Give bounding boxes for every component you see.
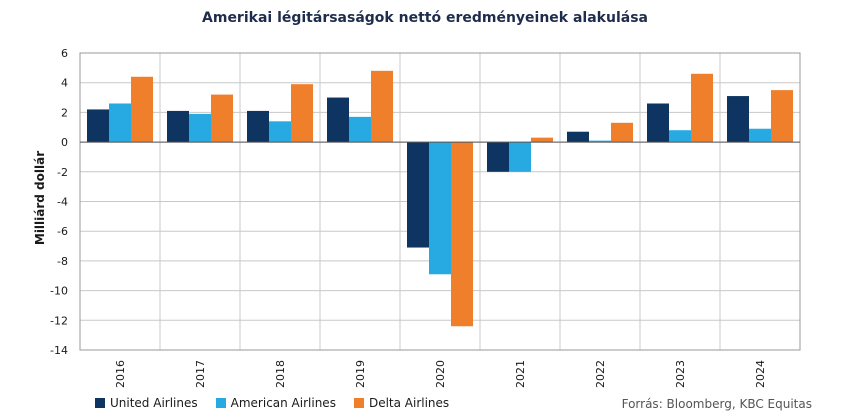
bar-united-airlines	[87, 109, 109, 143]
y-tick-label: 6	[61, 47, 68, 60]
bar-american-airlines	[429, 142, 451, 275]
bar-delta-airlines	[771, 90, 793, 143]
y-tick-label: -4	[57, 196, 68, 209]
bar-united-airlines	[167, 110, 189, 143]
bar-delta-airlines	[451, 142, 473, 327]
bar-american-airlines	[749, 128, 771, 143]
bar-united-airlines	[327, 97, 349, 143]
bar-american-airlines	[189, 113, 211, 143]
y-tick-label: 4	[61, 77, 68, 90]
bar-american-airlines	[109, 103, 131, 143]
bars	[87, 70, 793, 327]
y-tick-label: -14	[50, 344, 68, 357]
chart-title: Amerikai légitársaságok nettó eredményei…	[202, 10, 648, 26]
legend-label-american: American Airlines	[230, 396, 336, 410]
bar-delta-airlines	[611, 122, 633, 143]
x-tick-label: 2016	[114, 360, 127, 388]
bar-american-airlines	[509, 142, 531, 172]
bar-delta-airlines	[371, 70, 393, 143]
x-tick-label: 2020	[434, 360, 447, 388]
bar-delta-airlines	[691, 73, 713, 143]
bar-american-airlines	[269, 121, 291, 143]
bar-american-airlines	[589, 140, 611, 143]
bar-delta-airlines	[291, 84, 313, 143]
legend-label-delta: Delta Airlines	[368, 396, 450, 410]
y-axis-label: Milliárd dollár	[33, 151, 47, 245]
y-tick-label: 2	[61, 106, 68, 119]
y-tick-label: 0	[61, 136, 68, 149]
x-tick-label: 2024	[754, 360, 767, 388]
x-tick-label: 2019	[354, 360, 367, 388]
legend-label-united: United Airlines	[110, 396, 198, 410]
legend-item-united: United Airlines	[95, 396, 198, 410]
legend: United Airlines American Airlines Delta …	[95, 396, 449, 410]
bar-american-airlines	[349, 116, 371, 143]
y-tick-label: -12	[50, 314, 68, 327]
bar-delta-airlines	[531, 137, 553, 143]
axes: 6 4 2 0 -2 -4 -6 -8 -10 -12 -14 2016 2017 2018 2019 202…	[50, 47, 801, 388]
bar-united-airlines	[407, 142, 429, 248]
bar-united-airlines	[647, 103, 669, 143]
bar-american-airlines	[669, 130, 691, 143]
bar-united-airlines	[727, 96, 749, 143]
x-tick-label: 2022	[594, 360, 607, 388]
bar-delta-airlines	[131, 76, 153, 143]
bar-united-airlines	[567, 131, 589, 143]
legend-swatch-american	[215, 398, 226, 408]
y-tick-label: -8	[57, 255, 68, 268]
x-tick-label: 2023	[674, 360, 687, 388]
legend-item-delta: Delta Airlines	[353, 396, 450, 410]
x-tick-label: 2021	[514, 360, 527, 388]
plot-frame	[79, 52, 801, 351]
bar-united-airlines	[487, 142, 509, 172]
source-note: Forrás: Bloomberg, KBC Equitas	[621, 397, 812, 411]
x-tick-label: 2017	[194, 360, 207, 388]
y-tick-label: -6	[57, 225, 68, 238]
bar-united-airlines	[247, 110, 269, 143]
legend-item-american: American Airlines	[215, 396, 336, 410]
legend-swatch-delta	[353, 398, 364, 408]
bar-delta-airlines	[211, 94, 233, 143]
y-tick-label: -2	[57, 166, 68, 179]
legend-swatch-united	[95, 398, 105, 408]
y-tick-label: -10	[50, 285, 68, 298]
x-tick-label: 2018	[274, 360, 287, 388]
